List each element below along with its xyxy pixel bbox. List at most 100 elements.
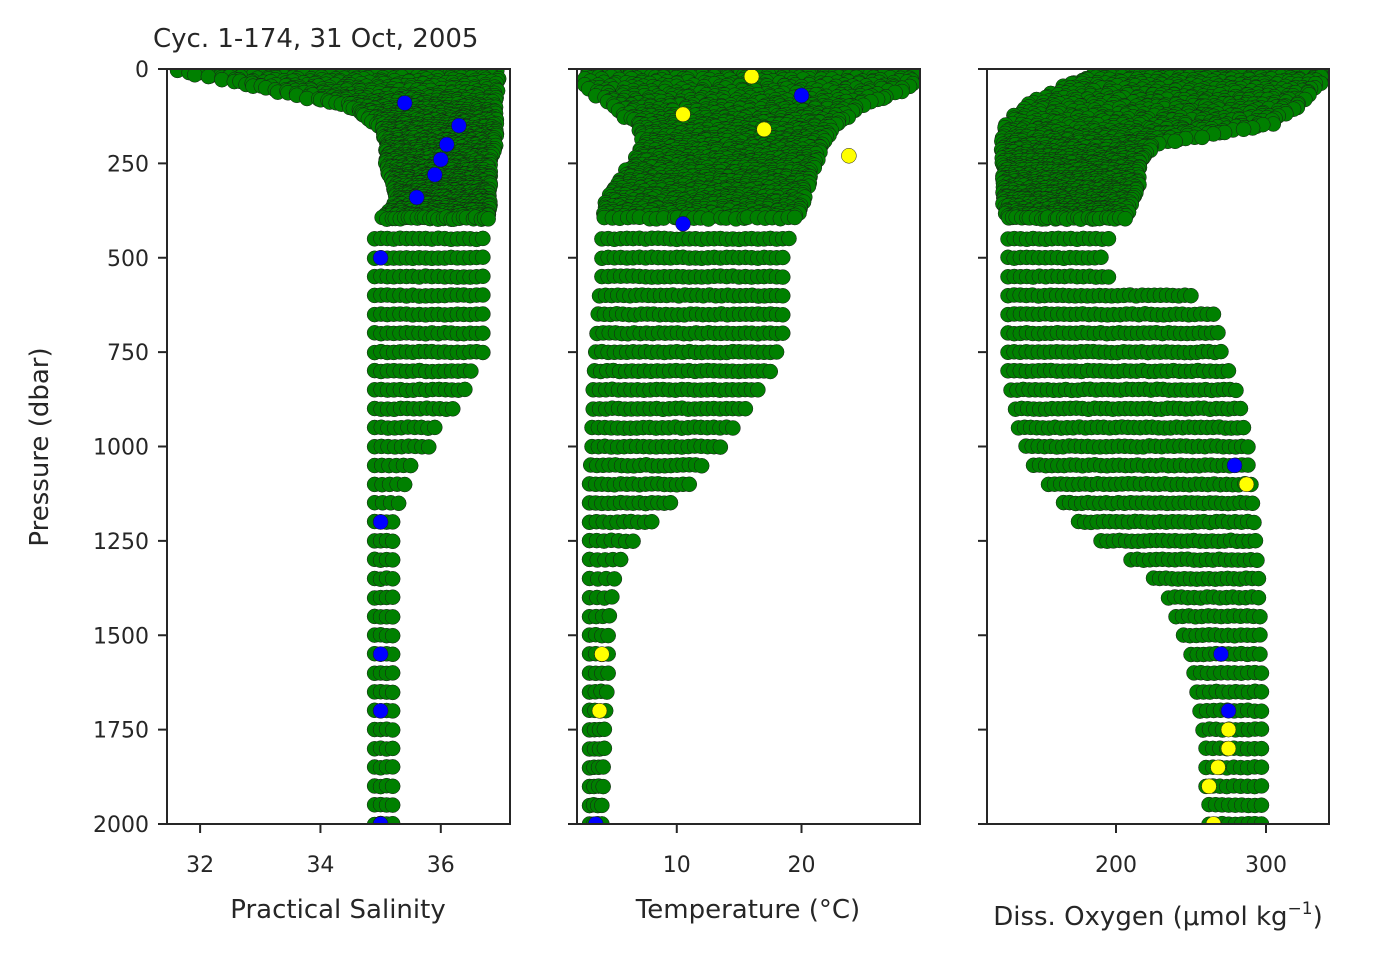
data-point: [384, 797, 401, 813]
flagged-data-point: [439, 136, 455, 153]
flagged-data-point: [372, 816, 389, 824]
y-tick-label: 750: [107, 341, 149, 366]
data-point: [390, 495, 407, 512]
data-point: [475, 287, 491, 303]
temperature-panel: 10 20 Temperature (°C): [568, 68, 921, 925]
x-tick-label: 20: [788, 853, 816, 878]
data-point: [457, 381, 473, 398]
data-point: [775, 307, 791, 323]
data-point: [463, 363, 479, 379]
data-point: [421, 439, 437, 455]
temperature-points: [577, 69, 920, 824]
data-point: [681, 476, 698, 493]
data-point: [768, 344, 785, 360]
data-point: [384, 778, 401, 795]
temperature-x-label: Temperature (°C): [635, 895, 860, 925]
flagged-data-point: [427, 166, 443, 183]
flagged-data-point: [372, 703, 389, 719]
data-point: [600, 627, 616, 644]
data-point: [775, 269, 791, 285]
data-point: [384, 740, 401, 757]
flagged-data-point: [675, 216, 691, 232]
flagged-data-point: [451, 117, 467, 134]
x-tick-label: 36: [427, 853, 455, 878]
data-point: [402, 457, 419, 474]
data-point: [384, 552, 401, 568]
data-point: [475, 344, 491, 361]
data-point: [384, 609, 401, 625]
salinity-panel: 32 34 36 0 250 500 750 1000 1250 1500 1750 2000 Pra…: [93, 58, 511, 925]
flagged-data-point: [841, 148, 857, 164]
flagged-data-point: [372, 250, 389, 266]
oxygen-points: [993, 69, 1329, 824]
salinity-x-label: Practical Salinity: [230, 895, 445, 925]
flagged-data-point: [372, 646, 389, 662]
data-point: [644, 513, 660, 530]
data-point: [384, 684, 401, 701]
data-point: [445, 401, 461, 417]
y-tick-label: 500: [107, 247, 149, 272]
data-point: [781, 230, 797, 247]
data-point: [787, 209, 803, 226]
oxygen-panel: 200 300 Diss. Oxygen (μmol kg−1): [978, 68, 1330, 932]
y-tick-label: 1000: [93, 436, 149, 461]
data-point: [775, 249, 791, 266]
flagged-data-point: [433, 151, 449, 168]
data-point: [475, 249, 491, 265]
data-point: [750, 382, 766, 398]
data-point: [595, 759, 611, 775]
x-tick-label: 32: [186, 853, 214, 878]
y-tick-label: 0: [135, 58, 149, 83]
data-point: [712, 439, 729, 455]
data-point: [599, 684, 615, 700]
data-point: [612, 551, 629, 568]
data-point: [594, 797, 610, 814]
data-point: [775, 288, 791, 304]
data-point: [1235, 121, 1252, 138]
data-point: [384, 589, 401, 605]
data-point: [384, 571, 401, 587]
y-tick-label: 1750: [93, 719, 149, 744]
data-point: [200, 69, 217, 85]
flagged-data-point: [594, 646, 610, 662]
data-point: [384, 722, 401, 738]
data-point: [596, 740, 613, 757]
flagged-data-point: [793, 87, 810, 104]
data-point: [396, 476, 413, 493]
data-point: [384, 665, 401, 681]
data-point: [384, 627, 401, 644]
data-point: [475, 306, 491, 322]
y-tick-label: 2000: [93, 813, 149, 838]
flagged-data-point: [675, 106, 691, 123]
flagged-data-point: [743, 69, 760, 85]
data-point: [384, 759, 401, 775]
flagged-data-point: [591, 703, 608, 719]
y-axis-label: Pressure (dbar): [25, 347, 55, 546]
x-tick-label: 10: [663, 853, 691, 878]
x-tick-label: 34: [306, 853, 334, 878]
y-tick-label: 1500: [93, 624, 149, 649]
data-point: [475, 325, 491, 341]
data-point: [600, 665, 616, 681]
data-point: [693, 458, 710, 474]
data-point: [775, 325, 791, 341]
data-point: [625, 533, 641, 549]
data-point: [595, 778, 611, 795]
data-point: [725, 420, 741, 436]
data-point: [737, 400, 754, 417]
chart-title: Cyc. 1-174, 31 Oct, 2005: [153, 24, 478, 54]
data-point: [475, 268, 491, 285]
flagged-data-point: [756, 121, 772, 138]
y-tick-label: 250: [107, 152, 149, 177]
data-point: [604, 589, 620, 605]
flagged-data-point: [372, 514, 389, 530]
data-point: [596, 721, 613, 738]
data-point: [762, 363, 779, 380]
data-point: [480, 211, 496, 227]
flagged-data-point: [396, 95, 413, 111]
salinity-points: [169, 69, 507, 824]
y-tick-label: 1250: [93, 530, 149, 555]
data-point: [475, 230, 491, 247]
salinity-axes: 32 34 36 0 250 500 750 1000 1250 1500 1750 2000: [93, 58, 455, 878]
